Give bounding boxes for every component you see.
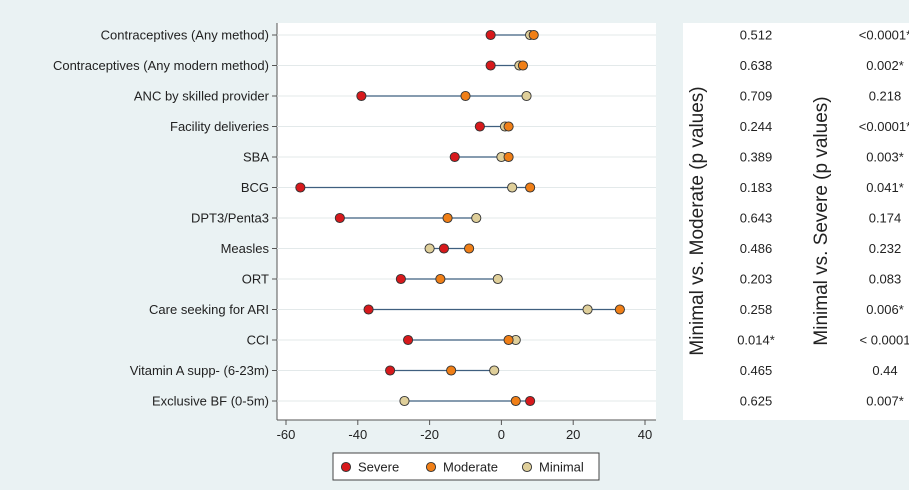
point-moderate [528, 29, 539, 41]
point-severe [385, 365, 396, 376]
category-label: Vitamin A supp- (6-23m) [130, 363, 269, 378]
legend: Severe Moderate Minimal [332, 452, 600, 481]
point-severe [438, 243, 450, 254]
point-severe [356, 90, 367, 102]
point-moderate [442, 212, 453, 224]
data-points [295, 29, 625, 407]
legend-label: Moderate [443, 460, 498, 475]
pvalue-severe: 0.002* [866, 58, 904, 73]
x-tick-label: 0 [498, 427, 505, 442]
category-label: CCI [247, 333, 269, 348]
pvalue-severe: <0.0001* [859, 28, 909, 43]
pvalue-moderate: 0.183 [740, 180, 773, 195]
point-moderate [435, 273, 446, 285]
legend-label: Minimal [539, 460, 584, 475]
pvalue-severe: 0.174 [869, 211, 902, 226]
point-moderate [517, 60, 528, 71]
pvalue-severe: 0.218 [869, 89, 902, 104]
plot-area [277, 23, 656, 420]
pvalue-severe: 0.083 [869, 272, 902, 287]
point-severe [295, 182, 306, 193]
category-label: Measles [221, 241, 270, 256]
point-moderate [446, 365, 457, 376]
pvalue-severe: 0.003* [866, 150, 904, 165]
pvalue-severe-axis-label: Minimal vs. Severe (p values) [811, 96, 832, 345]
pvalue-severe: 0.041* [866, 180, 904, 195]
point-severe [525, 395, 536, 407]
point-minimal [507, 182, 518, 193]
category-label: Contraceptives (Any method) [101, 28, 269, 43]
pvalue-panel-background [683, 23, 909, 420]
pvalue-moderate: 0.486 [740, 241, 773, 256]
pvalue-moderate: 0.389 [740, 150, 773, 165]
pvalue-moderate: 0.465 [740, 363, 773, 378]
point-severe [363, 304, 374, 315]
point-minimal [489, 365, 500, 376]
legend-marker-moderate [425, 461, 437, 473]
point-minimal [521, 90, 532, 102]
pvalue-moderate: 0.709 [740, 89, 773, 104]
pvalue-moderate: 0.258 [740, 302, 773, 317]
category-label: Contraceptives (Any modern method) [53, 58, 269, 73]
point-moderate [503, 151, 514, 163]
category-label: Care seeking for ARI [149, 302, 269, 317]
x-tick-label: -20 [420, 427, 439, 442]
category-label: DPT3/Penta3 [191, 211, 269, 226]
legend-box [332, 452, 600, 481]
pvalue-severe: <0.0001* [859, 119, 909, 134]
point-severe [334, 212, 345, 224]
pvalue-moderate: 0.643 [740, 211, 773, 226]
x-tick-label: 20 [566, 427, 580, 442]
point-moderate [503, 121, 514, 132]
point-minimal [582, 304, 593, 315]
point-severe [395, 273, 406, 285]
legend-marker-minimal [521, 461, 533, 473]
x-tick-label: 40 [638, 427, 652, 442]
category-label: ANC by skilled provider [134, 89, 270, 104]
category-labels: Contraceptives (Any method) Contraceptive… [53, 28, 270, 409]
point-moderate [464, 243, 475, 254]
pvalue-moderate-axis-label: Minimal vs. Moderate (p values) [687, 86, 708, 355]
point-minimal [424, 243, 435, 254]
x-axis: -60 -40 -20 0 20 40 [277, 419, 656, 442]
legend-label: Severe [358, 460, 399, 475]
x-tick-label: -60 [277, 427, 296, 442]
point-minimal [471, 212, 482, 224]
pvalue-moderate: 0.014* [737, 333, 775, 348]
point-minimal [399, 395, 410, 407]
pvalue-severe: 0.232 [869, 241, 902, 256]
point-severe [449, 151, 460, 163]
point-moderate [460, 90, 471, 102]
pvalue-moderate: 0.638 [740, 58, 773, 73]
p-value-columns: 0.512 0.638 0.709 0.244 0.389 0.183 0.643 0.486… [737, 28, 909, 409]
pvalue-moderate: 0.512 [740, 28, 773, 43]
x-tick-label: -40 [348, 427, 367, 442]
point-severe [474, 121, 485, 132]
point-severe [485, 29, 496, 41]
point-minimal [492, 273, 503, 285]
point-moderate [525, 182, 536, 193]
pvalue-moderate: 0.244 [740, 119, 773, 134]
category-label: ORT [242, 272, 269, 287]
point-severe [403, 334, 414, 346]
point-moderate [614, 304, 625, 315]
category-label: BCG [241, 180, 269, 195]
pvalue-severe: 0.007* [866, 394, 904, 409]
pvalue-moderate: 0.625 [740, 394, 773, 409]
point-moderate [503, 334, 514, 346]
category-label: Facility deliveries [170, 119, 269, 134]
point-moderate [510, 395, 521, 407]
category-label: Exclusive BF (0-5m) [152, 394, 269, 409]
pvalue-severe: < 0.0001 [860, 333, 909, 348]
category-label: SBA [243, 150, 269, 165]
pvalue-moderate: 0.203 [740, 272, 773, 287]
pvalue-severe: 0.006* [866, 302, 904, 317]
legend-marker-severe [340, 461, 352, 473]
pvalue-severe: 0.44 [872, 363, 897, 378]
point-severe [485, 60, 496, 71]
